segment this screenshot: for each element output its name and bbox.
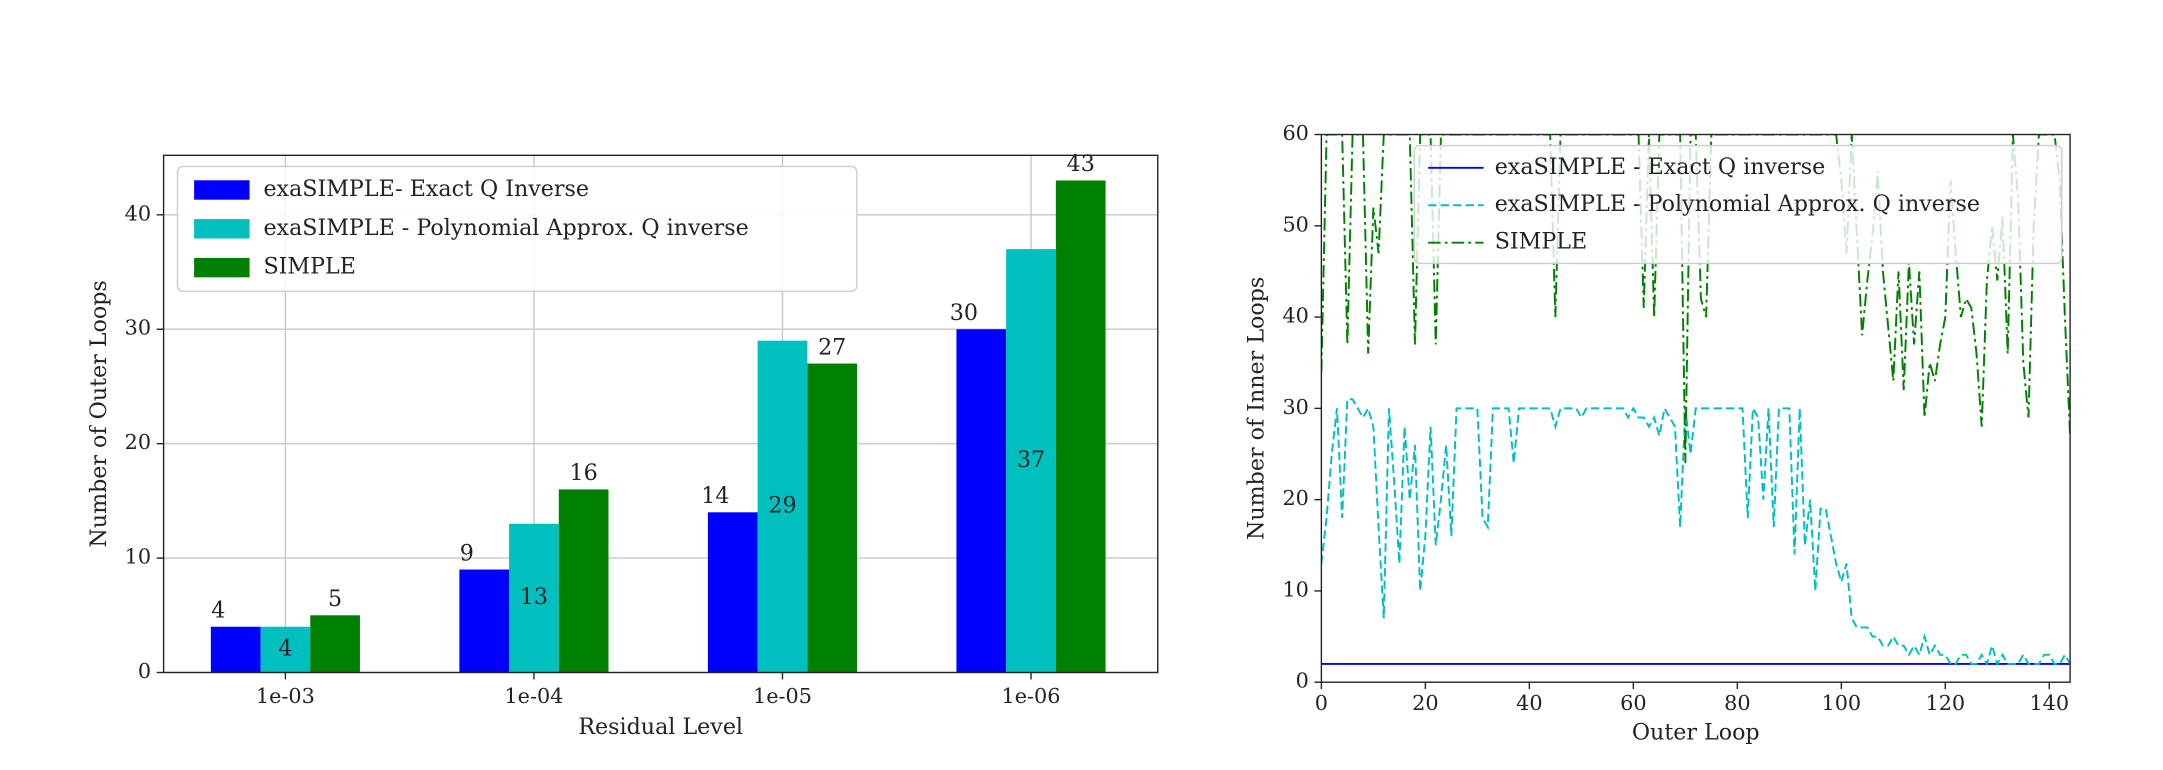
legend-box [1413, 144, 2063, 265]
bar [956, 329, 1007, 673]
x-axis-label: Residual Level [578, 714, 743, 740]
bar [459, 569, 510, 673]
bar [1055, 180, 1106, 673]
legend-label: exaSIMPLE - Polynomial Approx. Q inverse [263, 215, 748, 241]
data-label: 27 [818, 334, 846, 360]
bar [757, 340, 808, 673]
legend-label: exaSIMPLE- Exact Q Inverse [263, 176, 589, 202]
legend-box [176, 165, 858, 292]
legend-label: exaSIMPLE - Exact Q inverse [1495, 154, 1826, 180]
legend-label: SIMPLE [1495, 229, 1587, 255]
axes-frame [1320, 133, 2071, 683]
y-axis-label: Number of Outer Loops [86, 280, 112, 547]
axes-frame [162, 154, 1159, 674]
y-tick-label: 0 [138, 659, 151, 683]
y-axis-label: Number of Inner Loops [1244, 277, 1270, 540]
y-tick-label: 30 [125, 316, 151, 340]
data-label: 5 [328, 586, 342, 612]
x-tick-label: 60 [1620, 691, 1646, 715]
bar [558, 489, 609, 673]
x-tick-label: 20 [1412, 691, 1438, 715]
x-tick-label: 1e-05 [753, 684, 812, 708]
y-tick-label: 40 [125, 201, 151, 225]
legend: exaSIMPLE- Exact Q Inverse exaSIMPLE - Po… [176, 165, 858, 292]
y-tick-label: 20 [125, 430, 151, 454]
legend-label: exaSIMPLE - Polynomial Approx. Q inverse [1495, 191, 1980, 217]
data-label: 29 [768, 493, 796, 519]
bar [260, 626, 311, 673]
bar [509, 523, 559, 673]
y-tick-label: 30 [1282, 395, 1308, 419]
y-tick-label: 40 [1282, 304, 1308, 328]
bar [707, 512, 758, 673]
data-label: 14 [701, 483, 729, 509]
y-tick-label: 0 [1296, 669, 1309, 693]
data-label: 9 [460, 540, 474, 566]
bar [310, 615, 360, 673]
y-tick-label: 10 [1282, 577, 1308, 601]
data-label: 4 [211, 597, 225, 623]
y-tick-label: 60 [1282, 121, 1308, 145]
x-tick-label: 40 [1516, 691, 1542, 715]
series-line [1321, 398, 2071, 667]
data-label: 30 [950, 300, 978, 326]
x-tick-label: 1e-06 [1002, 684, 1061, 708]
data-label: 37 [1017, 447, 1045, 473]
x-axis-label: Outer Loop [1632, 720, 1760, 746]
data-label: 13 [520, 584, 548, 610]
x-tick-label: 120 [1925, 691, 1965, 715]
y-tick-label: 10 [125, 545, 151, 569]
legend-label: SIMPLE [263, 254, 355, 280]
legend: exaSIMPLE - Exact Q inverse exaSIMPLE - P… [1413, 144, 2063, 265]
x-tick-label: 100 [1821, 691, 1861, 715]
legend-swatch [194, 257, 250, 278]
legend-swatch [194, 180, 250, 200]
data-label: 4 [278, 636, 292, 662]
y-tick-label: 50 [1282, 212, 1308, 236]
x-tick-label: 0 [1315, 691, 1328, 715]
series-line [1321, 134, 2071, 464]
x-tick-label: 140 [2029, 691, 2069, 715]
x-tick-label: 1e-04 [504, 684, 563, 708]
bar [1006, 249, 1056, 673]
x-tick-label: 80 [1724, 691, 1750, 715]
y-tick-label: 20 [1282, 486, 1308, 510]
data-label: 16 [570, 460, 598, 486]
x-tick-label: 1e-03 [256, 684, 315, 708]
legend-swatch [194, 219, 250, 239]
bar [807, 363, 858, 673]
bar [210, 626, 261, 673]
